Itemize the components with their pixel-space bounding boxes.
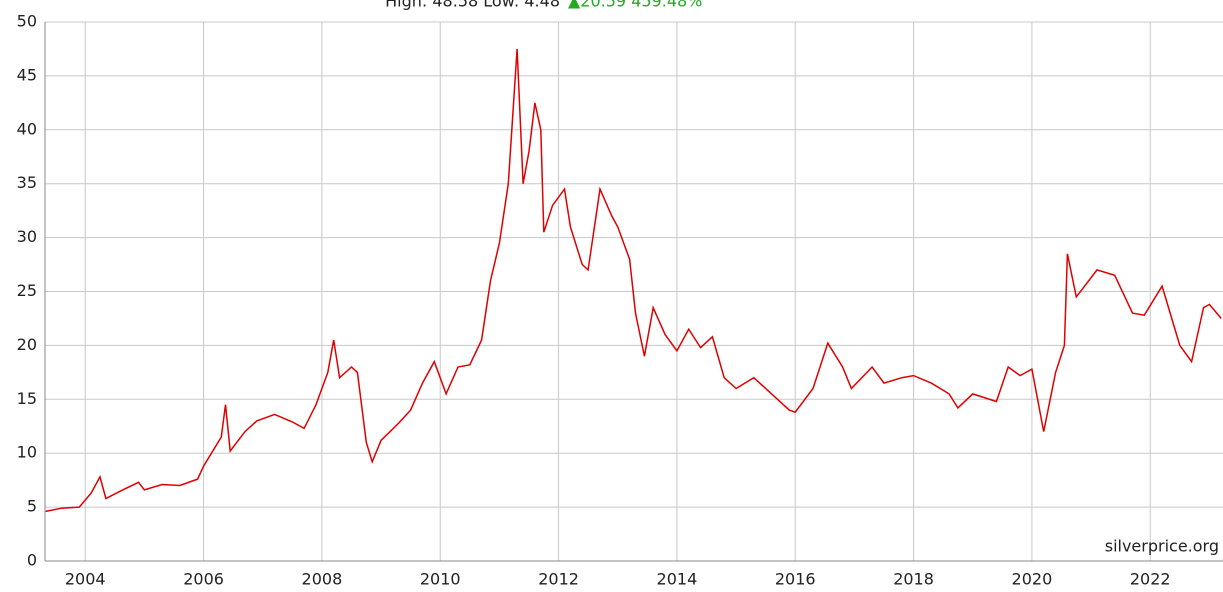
y-tick-label: 50 — [17, 12, 37, 31]
price-line — [45, 48, 1222, 513]
y-tick-label: 0 — [27, 551, 37, 570]
y-tick-label: 45 — [17, 65, 37, 84]
x-tick-label: 2012 — [538, 570, 579, 589]
x-tick-label: 2020 — [1012, 570, 1053, 589]
y-tick-label: 25 — [17, 281, 37, 300]
watermark: silverprice.org — [1105, 537, 1219, 556]
y-tick-label: 40 — [17, 119, 37, 138]
y-tick-label: 10 — [17, 443, 37, 462]
y-tick-label: 15 — [17, 389, 37, 408]
x-tick-label: 2018 — [893, 570, 934, 589]
x-tick-label: 2004 — [65, 570, 106, 589]
chart-subtitle: High: 48.58 Low: 4.48 — [385, 0, 560, 11]
x-tick-label: 2008 — [302, 570, 343, 589]
x-tick-label: 2006 — [183, 570, 224, 589]
y-tick-label: 35 — [17, 173, 37, 192]
x-tick-label: 2022 — [1130, 570, 1171, 589]
x-tick-label: 2014 — [657, 570, 698, 589]
y-tick-label: 20 — [17, 335, 37, 354]
x-tick-label: 2010 — [420, 570, 461, 589]
y-tick-label: 30 — [17, 227, 37, 246]
price-change: ▲20.59 459.48% — [568, 0, 702, 11]
y-tick-label: 5 — [27, 497, 37, 516]
x-tick-label: 2016 — [775, 570, 816, 589]
